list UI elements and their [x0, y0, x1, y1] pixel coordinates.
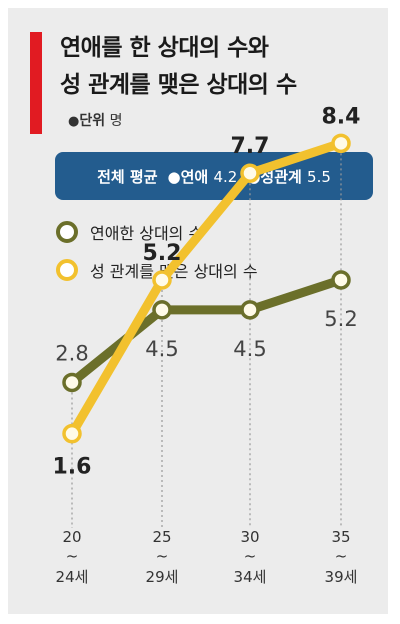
title-line-1: 연애를 한 상대의 수와 [60, 35, 269, 61]
x-tick-label: 24세 [56, 568, 89, 586]
accent-bar [30, 32, 42, 134]
x-tick-label: ~ [156, 547, 169, 565]
data-label: 7.7 [231, 134, 270, 159]
x-tick-label: 35 [331, 528, 350, 546]
legend-swatch [56, 259, 78, 281]
unit-bullet: ● [68, 114, 80, 129]
data-point [62, 372, 82, 393]
data-label: 8.4 [322, 104, 361, 129]
legend-item-series-1: 연애한 상대의 수 [56, 220, 203, 244]
data-point [62, 423, 82, 444]
average-item-romance: ●연애 4.2 [168, 166, 238, 187]
data-point [331, 133, 351, 154]
x-tick-label: 20 [62, 528, 81, 546]
data-label: 5.2 [143, 241, 182, 266]
average-bullet: ● [167, 167, 181, 186]
unit-value: 명 [109, 113, 123, 129]
data-point [152, 270, 172, 290]
line-chart: 2.8 4.5 4.55.21.65.27.78.420~24세25~29세30~3… [53, 104, 361, 586]
data-point [331, 270, 351, 290]
chart-card: 연애를 한 상대의 수와 성 관계를 맺은 상대의 수 ●단위 명 전체 평균 … [8, 8, 388, 614]
x-tick-label: ~ [335, 547, 348, 565]
average-value: 5.5 [307, 167, 331, 186]
average-box: 전체 평균 ●연애 4.2 ● 성관계 5.5 [55, 152, 373, 200]
unit-label: ●단위 명 [68, 110, 122, 130]
data-label: 4.5 [233, 337, 266, 361]
x-tick-label: 25 [152, 528, 171, 546]
x-tick-label: ~ [66, 547, 79, 565]
unit-label-text: 단위 [79, 113, 106, 129]
average-name: 연애 [180, 167, 209, 186]
x-tick-label: 29세 [146, 568, 179, 586]
data-label: 5.2 [324, 307, 357, 331]
data-point [240, 163, 260, 183]
chart-title: 연애를 한 상대의 수와 성 관계를 맺은 상대의 수 [60, 30, 297, 104]
data-label: 1.6 [53, 455, 92, 480]
average-value: 4.2 [213, 167, 238, 186]
x-tick-label: ~ [244, 547, 257, 565]
series-line-2 [67, 138, 346, 439]
average-label: 전체 평균 [97, 167, 158, 186]
data-point [240, 300, 260, 320]
data-label: 2.8 [55, 341, 88, 365]
x-tick-label: 30 [240, 528, 259, 546]
x-tick-label: 34세 [234, 568, 267, 586]
average-name: 성관계 [260, 167, 302, 186]
x-tick-label: 39세 [325, 568, 358, 586]
legend-swatch [56, 221, 78, 243]
legend-label: 연애한 상대의 수 [90, 224, 204, 243]
data-label: 4.5 [145, 337, 178, 361]
title-line-2: 성 관계를 맺은 상대의 수 [60, 72, 297, 98]
series-line-1 [67, 275, 346, 387]
data-point [152, 300, 172, 320]
